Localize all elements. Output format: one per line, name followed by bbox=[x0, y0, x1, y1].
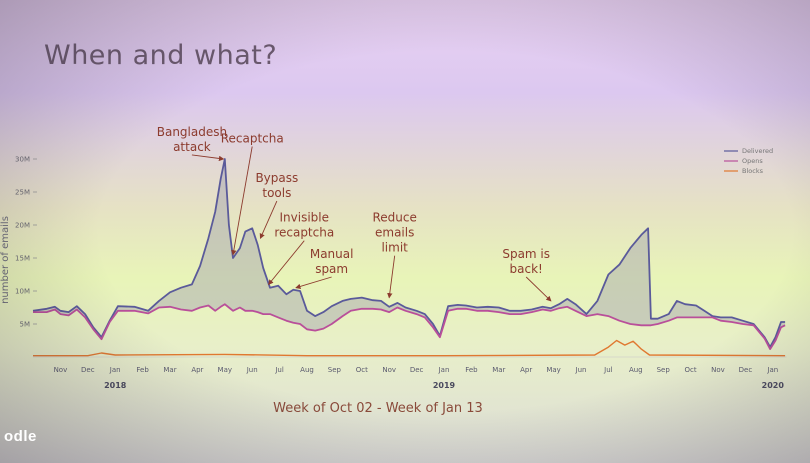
x-tick-label: Oct bbox=[356, 366, 368, 374]
series-line-delivered bbox=[32, 158, 786, 348]
x-tick-label: Jun bbox=[246, 366, 258, 374]
legend-label: Delivered bbox=[742, 147, 773, 155]
x-tick-label: Nov bbox=[382, 366, 396, 374]
annotation-label: Recaptcha bbox=[221, 132, 284, 146]
moodle-logo-text: odle bbox=[4, 428, 37, 445]
annotation-arrow bbox=[231, 146, 253, 256]
y-tick-label: 30M bbox=[15, 156, 30, 164]
series-lines bbox=[32, 158, 786, 357]
x-tick-label: May bbox=[218, 366, 232, 374]
x-tick-label: May bbox=[546, 366, 560, 374]
y-tick-label: 5M bbox=[20, 321, 31, 329]
series-line-opens bbox=[33, 303, 786, 350]
x-tick-label: Jan bbox=[109, 366, 121, 374]
annotation-label: Bypass tools bbox=[255, 171, 298, 200]
x-tick-label: Dec bbox=[739, 366, 753, 374]
y-tick-label: 20M bbox=[15, 222, 30, 230]
annotation-label: Reduce emails limit bbox=[372, 211, 416, 255]
x-tick-label: Nov bbox=[711, 366, 725, 374]
x-axis: Nov Dec Jan Feb Mar Apr May Jun Jul Aug Sep Oct Nov D… bbox=[54, 366, 785, 390]
x-tick-label: Sep bbox=[328, 366, 342, 374]
x-year-label: 2018 bbox=[104, 381, 127, 390]
x-year-label: 2020 bbox=[762, 381, 785, 390]
x-tick-label: Jul bbox=[603, 366, 613, 374]
x-tick-label: Oct bbox=[685, 366, 697, 374]
legend-label: Blocks bbox=[742, 167, 764, 175]
chart-legend: Delivered Opens Blocks bbox=[724, 147, 773, 175]
x-tick-label: Nov bbox=[54, 366, 68, 374]
series-fill-areas bbox=[33, 159, 786, 350]
x-tick-label: Dec bbox=[410, 366, 424, 374]
x-tick-label: Sep bbox=[657, 366, 671, 374]
annotation-arrow bbox=[525, 276, 552, 302]
x-tick-label: Mar bbox=[163, 366, 176, 374]
x-axis-label: Week of Oct 02 - Week of Jan 13 bbox=[273, 401, 483, 416]
y-axis-label: number of emails bbox=[0, 216, 11, 304]
x-tick-label: Jun bbox=[575, 366, 587, 374]
delivered-opens-gap-area bbox=[33, 159, 786, 350]
x-tick-label: Apr bbox=[520, 366, 532, 374]
y-tick-label: 10M bbox=[15, 288, 30, 296]
slide-title: When and what? bbox=[44, 40, 278, 71]
annotation-arrow bbox=[259, 200, 278, 240]
x-tick-label: Jan bbox=[438, 366, 450, 374]
annotation-label: Spam is back! bbox=[502, 247, 550, 276]
annotation-arrow bbox=[295, 276, 332, 289]
annotation-arrow bbox=[268, 240, 305, 286]
annotation-label: Bangladesh attack bbox=[157, 125, 227, 154]
annotation-label: Invisible recaptcha bbox=[274, 211, 334, 240]
x-tick-label: Mar bbox=[492, 366, 505, 374]
x-tick-label: Feb bbox=[136, 366, 149, 374]
series-line-blocks bbox=[33, 339, 786, 357]
annotation-arrow bbox=[387, 255, 396, 299]
x-tick-label: Aug bbox=[629, 366, 643, 374]
y-tick-label: 15M bbox=[15, 255, 30, 263]
x-tick-label: Dec bbox=[81, 366, 95, 374]
y-tick-label: 25M bbox=[15, 189, 30, 197]
x-tick-label: Feb bbox=[465, 366, 478, 374]
annotation-label: Manual spam bbox=[310, 247, 354, 276]
x-tick-label: Jul bbox=[274, 366, 284, 374]
x-tick-label: Apr bbox=[191, 366, 203, 374]
x-tick-label: Jan bbox=[766, 366, 778, 374]
x-tick-label: Aug bbox=[300, 366, 314, 374]
y-axis: 5M 10M 15M 20M 25M 30M bbox=[15, 156, 37, 329]
x-year-label: 2019 bbox=[433, 381, 456, 390]
annotation-arrow bbox=[191, 154, 225, 162]
legend-label: Opens bbox=[742, 157, 763, 165]
